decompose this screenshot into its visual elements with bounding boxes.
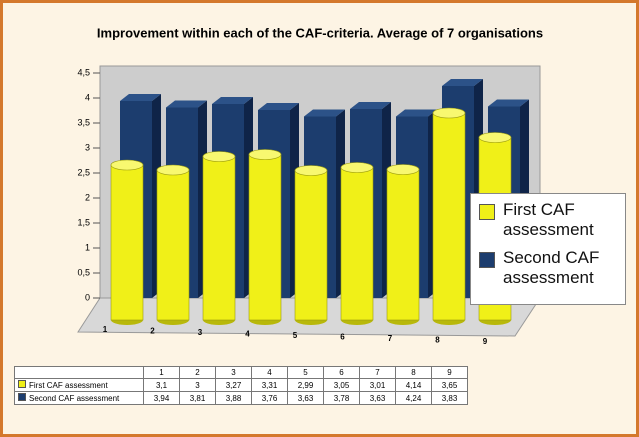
legend-swatch	[479, 252, 495, 268]
bar-top	[110, 159, 144, 171]
table-header: 8	[395, 366, 432, 379]
table-header: 2	[179, 366, 216, 379]
x-tick-label: 9	[483, 337, 488, 346]
table-row: Second CAF assessment 3,94 3,81 3,88 3,76 3,6…	[14, 391, 468, 405]
y-tick-label: 3	[85, 142, 90, 152]
table-row-header: Second CAF assessment	[14, 391, 144, 405]
table-header: 4	[251, 366, 288, 379]
x-tick-label: 3	[198, 328, 203, 337]
table-cell: 4,24	[395, 391, 432, 405]
bar-top	[304, 109, 345, 117]
bar	[248, 154, 282, 321]
x-tick-label: 8	[435, 336, 440, 345]
table-header: 6	[323, 366, 360, 379]
bar-top	[156, 164, 190, 176]
table-header: 5	[287, 366, 324, 379]
bar	[202, 156, 236, 321]
y-tick-label: 4,5	[77, 67, 90, 77]
table-cell: 3,78	[323, 391, 360, 405]
table-header: 3	[215, 366, 252, 379]
bar	[110, 164, 144, 321]
y-tick-label: 3,5	[77, 117, 90, 127]
legend: First CAF assessment Second CAF assessmen…	[470, 193, 626, 305]
table-cell: 3,27	[215, 378, 252, 392]
data-table: 1 2 3 4 5 6 7 8 9 First CAF assessment 3,1 3 3,27 3,3…	[14, 366, 468, 405]
bar-top	[166, 100, 207, 108]
chart-title: Improvement within each of the CAF-crite…	[97, 25, 543, 40]
bar-top	[258, 103, 299, 110]
bar-top	[488, 99, 529, 107]
table-cell: 2,99	[287, 378, 324, 392]
table-cell: 3	[179, 378, 216, 392]
bar-top	[350, 102, 391, 109]
y-tick-label: 2	[85, 192, 90, 202]
table-row-header: First CAF assessment	[14, 378, 144, 392]
bar	[432, 112, 466, 321]
bar-top	[294, 165, 328, 176]
bar-top	[248, 149, 282, 160]
table-cell: 4,14	[395, 378, 432, 392]
legend-label: Second CAF assessment	[503, 248, 600, 287]
bar-top	[478, 132, 512, 143]
bar-top	[340, 162, 374, 173]
table-series-name: First CAF assessment	[29, 381, 108, 390]
x-tick-label: 5	[293, 331, 298, 340]
x-tick-label: 7	[388, 334, 393, 343]
x-tick-label: 1	[103, 325, 108, 334]
table-cell: 3,83	[431, 391, 468, 405]
legend-label: First CAF assessment	[503, 200, 594, 239]
table-cell: 3,01	[359, 378, 396, 392]
table-cell: 3,81	[179, 391, 216, 405]
x-tick-label: 4	[245, 330, 250, 339]
x-tick-label: 2	[150, 327, 155, 336]
table-cell: 3,63	[287, 391, 324, 405]
table-series-name: Second CAF assessment	[29, 394, 120, 403]
table-corner	[14, 366, 144, 379]
table-header: 9	[431, 366, 468, 379]
table-header: 7	[359, 366, 396, 379]
bar-top	[202, 151, 236, 162]
y-tick-label: 1	[85, 242, 90, 252]
table-swatch	[18, 393, 26, 401]
y-tick-label: 0	[85, 292, 90, 302]
table-swatch	[18, 380, 26, 388]
bar	[386, 169, 420, 321]
table-cell: 3,63	[359, 391, 396, 405]
table-cell: 3,65	[431, 378, 468, 392]
y-tick-label: 4	[85, 92, 90, 102]
bar	[294, 170, 328, 321]
bar	[340, 167, 374, 321]
table-cell: 3,31	[251, 378, 288, 392]
table-cell: 3,05	[323, 378, 360, 392]
bar-top	[120, 94, 161, 101]
y-tick-label: 1,5	[77, 217, 90, 227]
y-tick-label: 2,5	[77, 167, 90, 177]
x-tick-label: 6	[340, 333, 345, 342]
table-cell: 3,88	[215, 391, 252, 405]
legend-entry: Second CAF assessment	[477, 248, 619, 288]
bar-top	[212, 97, 253, 104]
table-cell: 3,76	[251, 391, 288, 405]
y-tick-label: 0,5	[77, 267, 90, 277]
table-cell: 3,1	[143, 378, 180, 392]
bar	[156, 169, 190, 321]
table-row: First CAF assessment 3,1 3 3,27 3,31 2,99 3,05…	[14, 378, 468, 392]
bar-top	[432, 107, 466, 119]
legend-entry: First CAF assessment	[477, 200, 619, 240]
table-cell: 3,94	[143, 391, 180, 405]
bar-top	[396, 109, 437, 117]
legend-swatch	[479, 204, 495, 220]
table-header: 1	[143, 366, 180, 379]
bar-top	[442, 79, 483, 86]
bar-top	[386, 164, 420, 175]
